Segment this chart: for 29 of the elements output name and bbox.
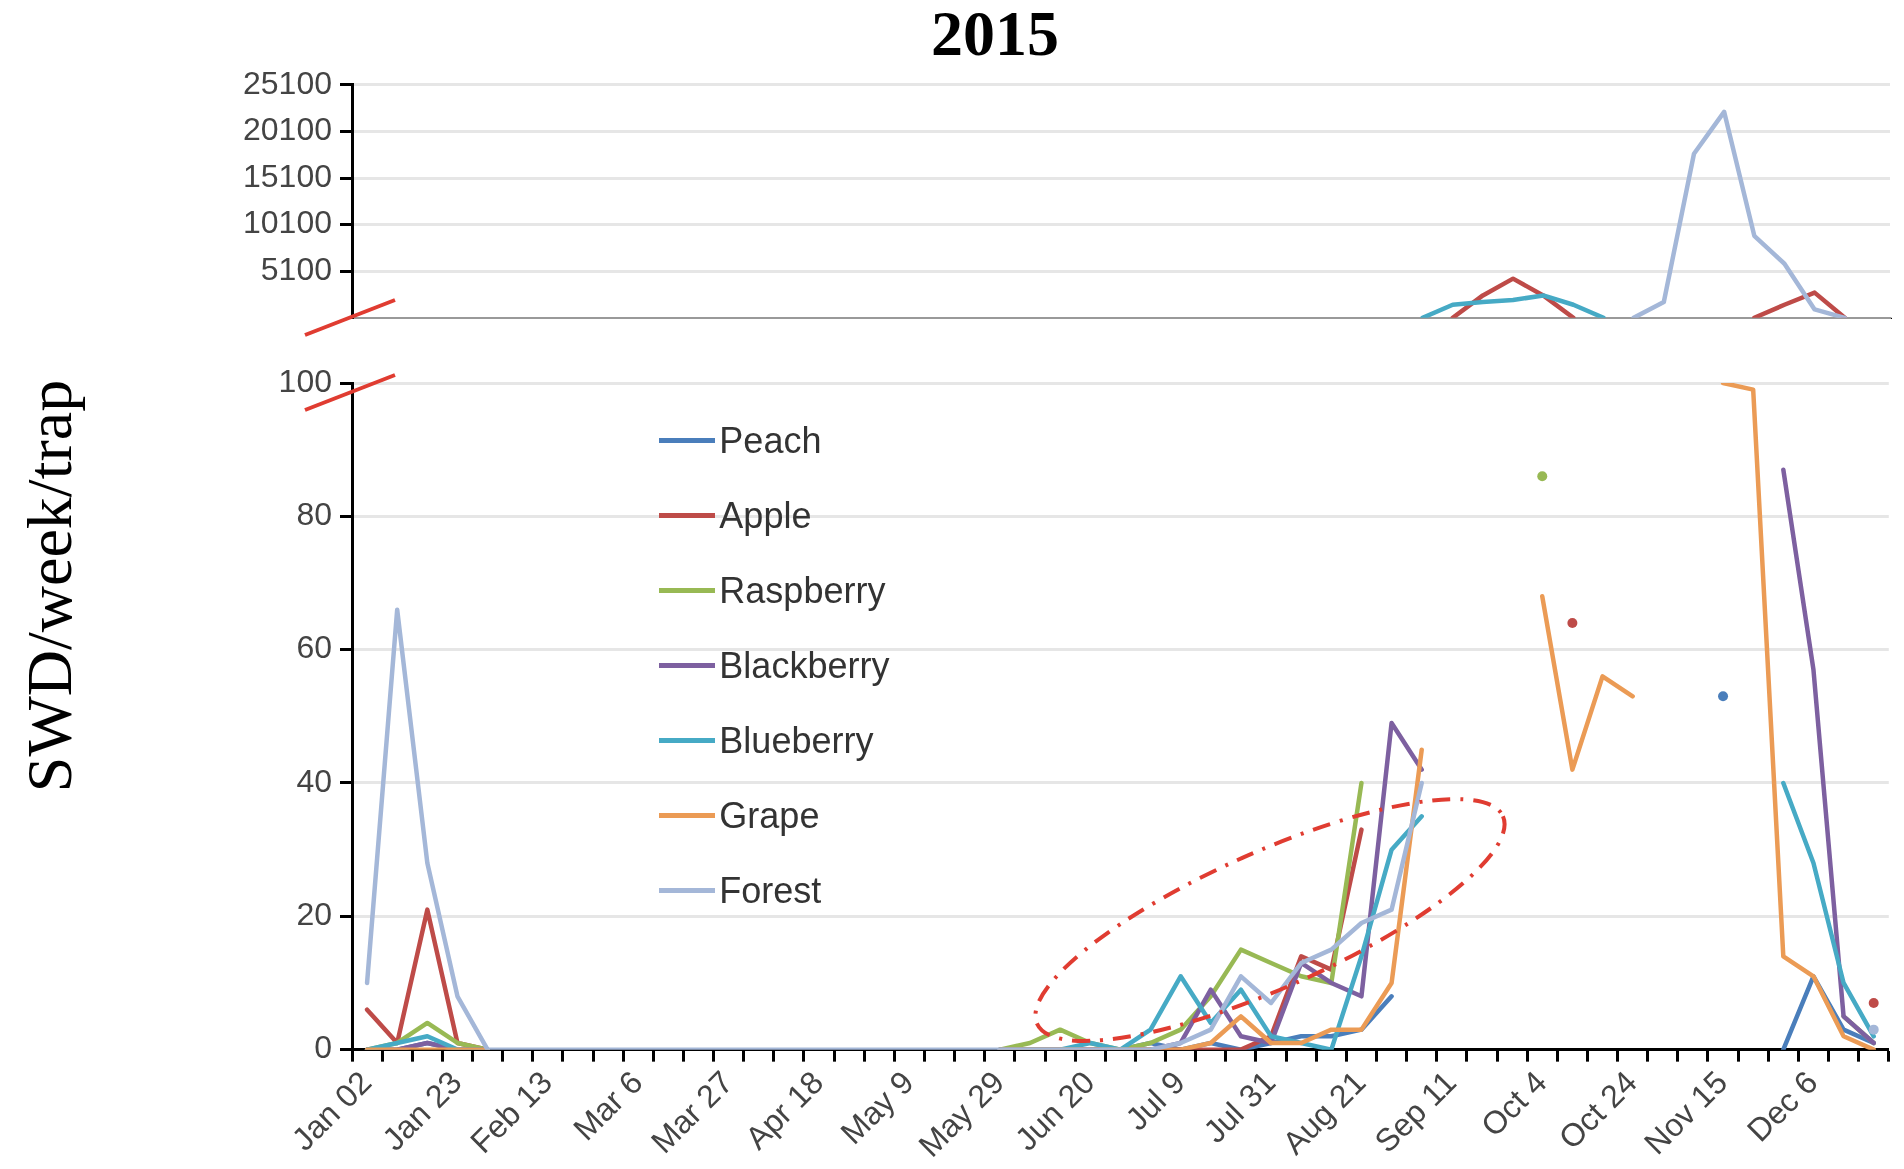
legend-label: Apple xyxy=(719,494,812,538)
point xyxy=(1868,997,1879,1008)
legend-label: Peach xyxy=(719,419,822,463)
legend-label: Raspberry xyxy=(719,569,886,613)
legend-label: Blackberry xyxy=(719,644,890,688)
legend-label: Forest xyxy=(719,869,822,913)
point xyxy=(1868,1024,1879,1035)
point xyxy=(1718,691,1729,702)
y-tick-label: 40 xyxy=(296,762,332,799)
x-tick-label: Dec 6 xyxy=(1740,1063,1825,1149)
y-tick-label: 100 xyxy=(278,362,332,399)
y-tick-label: 10100 xyxy=(243,204,332,241)
y-tick-label: 0 xyxy=(314,1029,332,1066)
point xyxy=(1567,617,1578,628)
y-axis-title: SWD/week/trap xyxy=(13,380,87,793)
y-tick-label: 5100 xyxy=(260,251,332,288)
y-tick-label: 80 xyxy=(296,496,332,533)
y-tick-label: 25100 xyxy=(243,64,332,101)
legend-label: Blueberry xyxy=(719,719,874,763)
chart-title: 2015 xyxy=(931,0,1059,69)
point xyxy=(1537,471,1548,482)
x-tick-label: Apr 18 xyxy=(738,1063,831,1157)
x-tick-label: Oct 4 xyxy=(1473,1063,1554,1144)
y-tick-label: 60 xyxy=(296,629,332,666)
y-tick-label: 20 xyxy=(296,896,332,933)
y-tick-label: 20100 xyxy=(243,111,332,148)
legend-label: Grape xyxy=(719,794,820,838)
y-tick-label: 15100 xyxy=(243,157,332,194)
x-tick-label: Jul 9 xyxy=(1118,1063,1192,1138)
